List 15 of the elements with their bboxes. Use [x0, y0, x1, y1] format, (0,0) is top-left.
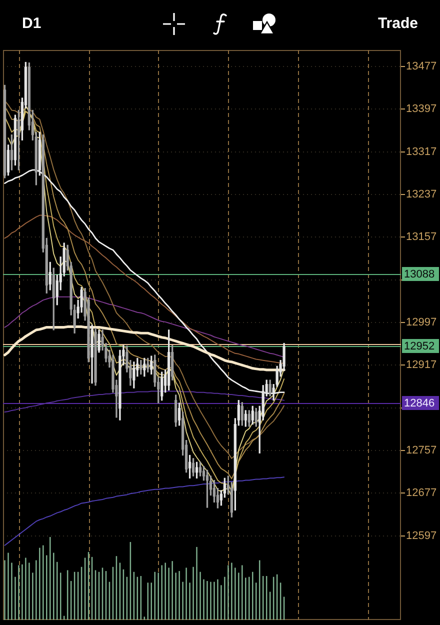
- y-tick-label: 12757: [406, 444, 437, 456]
- ref-line-label: 13088: [404, 268, 435, 281]
- text: Trade: [378, 15, 418, 32]
- y-tick-label: 13397: [406, 103, 437, 116]
- y-tick-label: 12597: [406, 530, 437, 542]
- chart-title: D1: [22, 15, 42, 33]
- y-tick-label: 12997: [406, 316, 437, 328]
- ref-line-label: 12952: [404, 340, 435, 353]
- ref-line-label: 12846: [404, 398, 435, 410]
- y-tick-label: 13237: [406, 188, 437, 201]
- y-tick-label: 13477: [406, 60, 437, 73]
- y-tick-label: 13157: [406, 231, 437, 244]
- y-tick-label: 13317: [406, 146, 437, 158]
- y-tick-label: 12677: [406, 487, 437, 500]
- y-tick-label: 12917: [406, 359, 437, 372]
